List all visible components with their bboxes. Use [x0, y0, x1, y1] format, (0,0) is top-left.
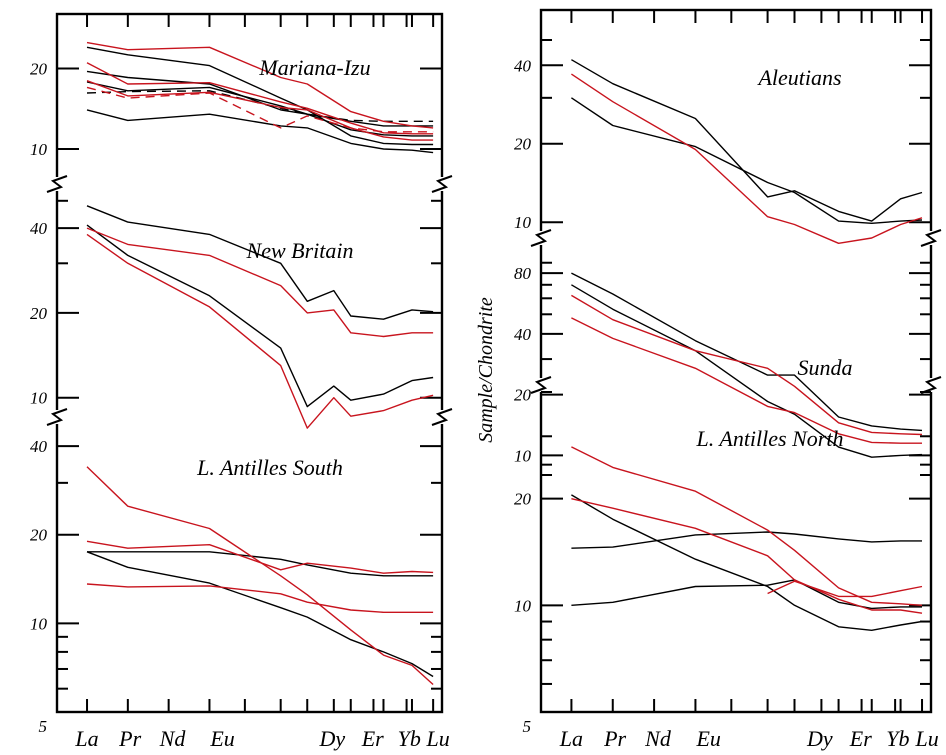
- red-series-line: [86, 41, 434, 129]
- panel-l-antilles-south: 5 10 20 40 L. Antilles South: [30, 437, 442, 736]
- y-axis-title: Sample/Chondrite: [475, 297, 497, 443]
- y-tick-label: 5: [523, 717, 532, 736]
- black-series-line: [571, 272, 923, 432]
- plot-frame: [55, 12, 444, 714]
- axis-break-marker: [530, 229, 552, 247]
- red-series-line: [571, 317, 922, 444]
- axis-break-marker: [530, 376, 552, 394]
- x-tick-label: Eu: [209, 726, 234, 751]
- y-tick-label: 20: [514, 135, 532, 154]
- y-tick-label: 40: [30, 219, 48, 238]
- y-tick-label: 20: [514, 490, 532, 509]
- x-tick-label: Pr: [118, 726, 141, 751]
- black-series-line: [571, 284, 923, 458]
- y-tick-label: 40: [30, 437, 48, 456]
- x-tick-label: Lu: [426, 726, 450, 751]
- black-series-line: [86, 205, 434, 320]
- red-series-line: [571, 498, 923, 614]
- y-tick-label: 20: [514, 386, 532, 405]
- red-series-line: [86, 80, 434, 141]
- axis-break-marker: [431, 175, 453, 193]
- x-tick-label: Lu: [914, 726, 938, 751]
- x-tick-label: Dy: [806, 726, 833, 751]
- x-tick-label: Eu: [695, 726, 720, 751]
- y-tick-label: 5: [39, 717, 48, 736]
- panel-l-antilles-north: 5 10 20 L. Antilles North: [514, 391, 931, 736]
- panel-aleutians: 10 20 40 Aleutians: [514, 39, 942, 247]
- panel-title: L. Antilles South: [196, 455, 343, 480]
- red-series-line: [86, 583, 434, 613]
- red-series-line: [86, 227, 434, 338]
- y-tick-label: 10: [514, 213, 532, 232]
- plot-frame: [539, 8, 933, 714]
- axis-break-marker: [46, 175, 68, 193]
- y-tick-label: 10: [514, 446, 532, 465]
- y-tick-label: 10: [30, 614, 48, 633]
- red-series-line: [767, 580, 923, 598]
- axis-break-marker: [920, 229, 942, 247]
- panel-title: Aleutians: [756, 65, 841, 90]
- red-series-line: [86, 62, 434, 135]
- panel-mariana-izu: 10 20 Mariana-Izu: [30, 41, 453, 193]
- red-series-line: [86, 86, 434, 133]
- panel-title: New Britain: [246, 238, 354, 263]
- black-series-line: [87, 551, 434, 577]
- red-series-line: [571, 73, 923, 245]
- red-series-line: [571, 294, 923, 436]
- panel-sunda: 10 20 40 80 Sunda: [514, 261, 942, 476]
- black-series-line: [86, 109, 434, 154]
- y-tick-label: 20: [30, 59, 48, 78]
- black-series-line: [86, 551, 434, 678]
- x-tick-label: Er: [849, 726, 872, 751]
- axis-break-marker: [431, 408, 453, 426]
- black-series-line: [571, 579, 922, 610]
- x-tick-label: Dy: [318, 726, 345, 751]
- black-series-line: [571, 494, 923, 631]
- y-tick-label: 20: [30, 526, 48, 545]
- y-tick-label: 10: [30, 140, 48, 159]
- y-tick-label: 10: [30, 389, 48, 408]
- black-series-line: [86, 90, 434, 123]
- x-tick-label: Pr: [603, 726, 626, 751]
- y-tick-label: 20: [30, 304, 48, 323]
- panel-title: Mariana-Izu: [258, 55, 370, 80]
- red-series-line: [571, 446, 923, 606]
- y-tick-label: 40: [514, 56, 532, 75]
- red-series-line: [86, 540, 434, 574]
- x-tick-label: Nd: [159, 726, 187, 751]
- x-tick-label: Er: [361, 726, 384, 751]
- x-tick-label: Yb: [398, 726, 421, 751]
- axis-break-marker: [920, 376, 942, 394]
- red-series-line: [86, 466, 434, 686]
- black-series-line: [86, 224, 434, 408]
- y-tick-label: 80: [514, 264, 532, 283]
- black-series-line: [571, 97, 923, 225]
- black-series-line: [571, 59, 923, 222]
- panel-title: Sunda: [798, 355, 853, 380]
- y-tick-label: 40: [514, 325, 532, 344]
- panel-title: L. Antilles North: [696, 426, 844, 451]
- panel-new-britain: 10 20 40 New Britain: [30, 199, 453, 429]
- x-tick-label: Nd: [644, 726, 672, 751]
- red-series-line: [86, 233, 434, 429]
- y-tick-label: 10: [514, 596, 532, 615]
- x-tick-label: La: [74, 726, 98, 751]
- black-series-line: [86, 81, 434, 127]
- x-tick-label: La: [559, 726, 583, 751]
- black-series-line: [571, 531, 922, 549]
- axis-break-marker: [46, 408, 68, 426]
- x-tick-label: Yb: [886, 726, 909, 751]
